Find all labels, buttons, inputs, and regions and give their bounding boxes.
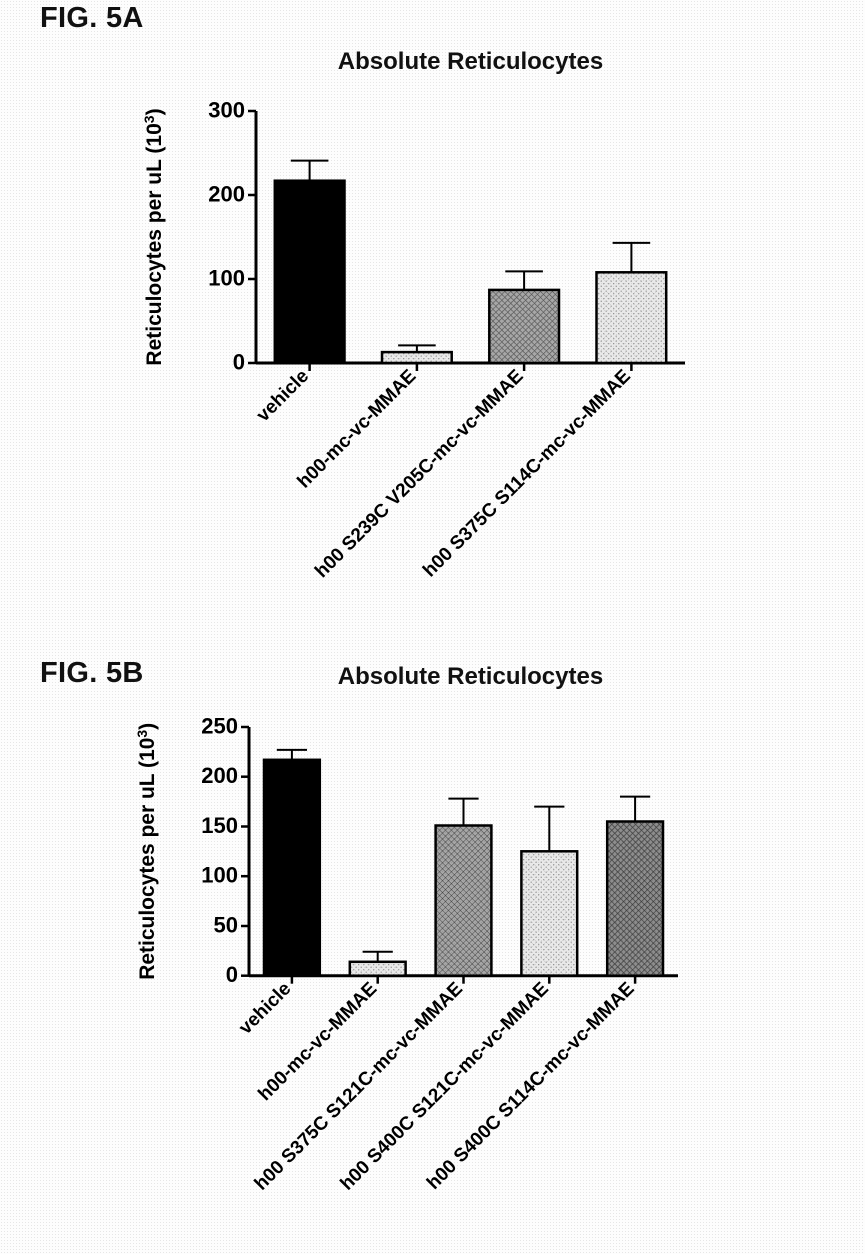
svg-text:200: 200 [201,763,238,788]
svg-text:50: 50 [214,912,238,937]
svg-text:h00 S375C S114C-mc-vc-MMAE: h00 S375C S114C-mc-vc-MMAE [419,366,635,582]
svg-text:300: 300 [208,98,245,123]
svg-text:vehicle: vehicle [235,978,295,1038]
svg-text:250: 250 [201,713,238,738]
svg-text:vehicle: vehicle [253,366,313,426]
svg-text:100: 100 [201,863,238,888]
svg-text:Reticulocytes per uL (103): Reticulocytes per uL (103) [134,723,159,980]
svg-text:200: 200 [208,182,245,207]
svg-text:h00-mc-vc-MMAE: h00-mc-vc-MMAE [294,366,421,493]
svg-text:150: 150 [201,813,238,838]
svg-text:h00 S239C V205C-mc-vc-MMAE: h00 S239C V205C-mc-vc-MMAE [311,366,527,582]
svg-text:0: 0 [233,350,245,375]
svg-text:Reticulocytes per uL (103): Reticulocytes per uL (103) [141,108,166,365]
svg-text:100: 100 [208,266,245,291]
svg-text:0: 0 [226,962,238,987]
